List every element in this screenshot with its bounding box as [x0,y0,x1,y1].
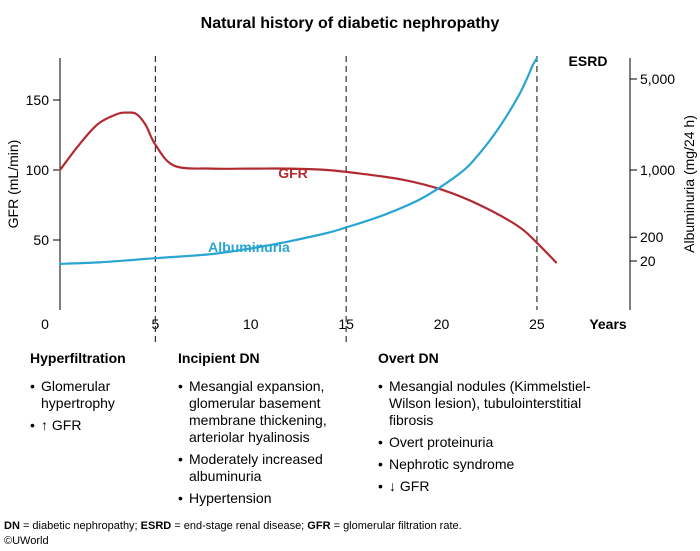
x-tick-label: 10 [243,316,259,332]
x-tick-label: 5 [151,316,159,332]
footnote-abbr-dn: DN [4,520,20,532]
stage-item: Glomerular hypertrophy [30,378,155,412]
stage-heading: Hyperfiltration [30,350,126,366]
stage-items: Glomerular hypertrophy ↑ GFR [30,378,155,434]
left-tick-label: 100 [26,162,50,178]
left-y-axis-label: GFR (mL/min) [5,140,21,229]
stage-item: Nephrotic syndrome [378,456,603,473]
series-line-gfr [58,111,558,264]
gfr-line-label: GFR [278,165,308,181]
right-tick-label: 5,000 [640,71,675,87]
stage-item: ↑ GFR [30,417,155,434]
albuminuria-line-label: Albuminuria [208,239,290,255]
chart-title: Natural history of diabetic nephropathy [201,15,500,32]
stage-hyperfiltration: Hyperfiltration Glomerular hypertrophy ↑… [30,350,155,439]
footnote-text-gfr: = glomerular filtration rate. [330,520,462,532]
right-tick-label: 20 [640,253,656,269]
footnote-text-esrd: = end-stage renal disease; [171,520,308,532]
copyright: ©UWorld [4,535,49,547]
x-tick-label: 20 [434,316,450,332]
stage-item: Mesangial nodules (Kimmelstiel-Wilson le… [378,378,603,429]
footnote-text-dn: = diabetic nephropathy; [19,520,141,532]
stage-overt-dn: Overt DN Mesangial nodules (Kimmelstiel-… [378,350,603,500]
stage-heading: Overt DN [378,350,439,366]
footnote-abbr-gfr: GFR [307,520,331,532]
right-tick-label: 200 [640,229,664,245]
stage-item: ↓ GFR [378,478,603,495]
x-unit-label: Years [589,316,627,332]
stage-heading: Incipient DN [178,350,260,366]
chart-labels: GFR Albuminuria [208,165,308,255]
stage-item: Mesangial expansion, glomerular basement… [178,378,353,446]
series-line-albuminuria [58,56,538,265]
footnote-abbr-esrd: ESRD [140,520,172,532]
left-tick-label: 50 [33,232,49,248]
x-tick-label: 25 [529,316,545,332]
stage-incipient-dn: Incipient DN Mesangial expansion, glomer… [178,350,353,512]
stage-item: Hypertension [178,490,353,507]
stage-items: Mesangial nodules (Kimmelstiel-Wilson le… [378,378,603,495]
footnote: DN = diabetic nephropathy; ESRD = end-st… [4,520,462,533]
chart: Natural history of diabetic nephropathy … [5,15,697,342]
stage-item: Moderately increased albuminuria [178,451,353,485]
stage-item: Overt proteinuria [378,434,603,451]
left-tick-label: 150 [26,92,50,108]
phase-dividers: ESRD [154,53,608,342]
series-lines [58,56,558,265]
x-tick-label: 15 [338,316,354,332]
esrd-label: ESRD [569,53,608,69]
stage-items: Mesangial expansion, glomerular basement… [178,378,353,507]
x-tick-label: 0 [41,316,49,332]
right-y-axis-label: Albuminuria (mg/24 h) [681,115,697,253]
right-tick-label: 1,000 [640,162,675,178]
